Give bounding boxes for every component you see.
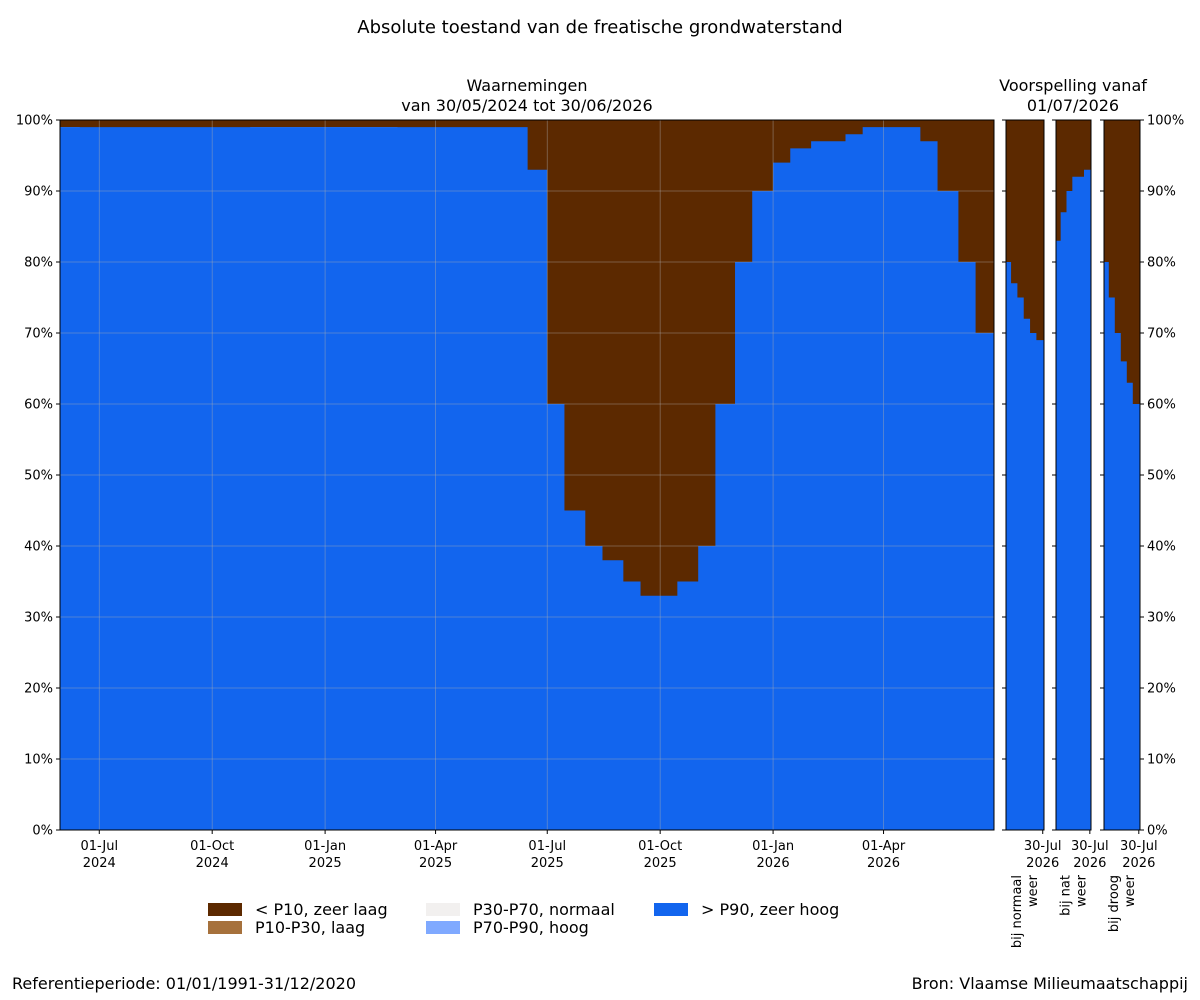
y-tick-label: 20% — [24, 682, 53, 697]
forecast-0-band-gt-p90-area — [1006, 262, 1044, 830]
x-tick-year-label: 2025 — [419, 856, 452, 871]
legend-label: P10-P30, laag — [255, 918, 366, 937]
footer-reference-period: Referentieperiode: 01/01/1991-31/12/2020 — [12, 974, 356, 993]
forecast-title-line2: 01/07/2026 — [1026, 96, 1120, 115]
legend-label: P30-P70, normaal — [473, 900, 615, 919]
forecast-2-band-gt-p90-area — [1104, 262, 1140, 830]
forecast-x-tick-year-label: 2026 — [1122, 856, 1155, 871]
legend-item: P70-P90, hoog — [426, 918, 589, 937]
right-y-tick-label: 10% — [1147, 753, 1176, 768]
legend-item: < P10, zeer laag — [208, 900, 388, 919]
x-tick-label: 01-Apr — [862, 839, 906, 854]
forecast-scenario-name: bij normaal — [1010, 875, 1025, 948]
right-y-tick-label: 30% — [1147, 611, 1176, 626]
right-y-tick-label: 50% — [1147, 469, 1176, 484]
legend-item: P10-P30, laag — [208, 918, 365, 937]
footer-source: Bron: Vlaamse Milieumaatschappij — [911, 974, 1188, 993]
legend-swatch — [426, 921, 460, 934]
y-tick-label: 100% — [16, 114, 53, 129]
forecast-x-tick-label: 30-Jul — [1120, 839, 1158, 854]
x-tick-label: 01-Oct — [190, 839, 234, 854]
y-tick-label: 50% — [24, 469, 53, 484]
right-y-tick-label: 80% — [1147, 256, 1176, 271]
x-tick-label: 01-Oct — [638, 839, 682, 854]
y-tick-label: 70% — [24, 327, 53, 342]
y-tick-label: 40% — [24, 540, 53, 555]
main-band-gt-p90-area — [60, 127, 994, 831]
right-y-tick-label: 100% — [1147, 114, 1184, 129]
right-y-tick-label: 60% — [1147, 398, 1176, 413]
legend-swatch — [426, 903, 460, 916]
legend-swatch — [208, 903, 242, 916]
y-tick-label: 30% — [24, 611, 53, 626]
legend-item: P30-P70, normaal — [426, 900, 615, 919]
chart-title: Absolute toestand van de freatische gron… — [357, 17, 843, 38]
forecast-1-band-gt-p90-area — [1056, 162, 1091, 831]
forecast-panel-title: Voorspelling vanaf 01/07/2026 — [973, 76, 1173, 116]
forecast-scenario-name-line2: weer — [1026, 874, 1041, 907]
main-panel-title-line2: van 30/05/2024 tot 30/06/2026 — [401, 96, 653, 115]
forecast-scenario-name-line2: weer — [1075, 874, 1090, 907]
forecast-scenario-name-line2: weer — [1123, 874, 1138, 907]
forecast-scenario-name: bij nat — [1059, 875, 1074, 916]
x-tick-label: 01-Jul — [80, 839, 118, 854]
y-tick-label: 60% — [24, 398, 53, 413]
legend-label: > P90, zeer hoog — [701, 900, 840, 919]
x-tick-year-label: 2024 — [83, 856, 116, 871]
forecast-scenario-name: bij droog — [1107, 875, 1122, 932]
legend-item: > P90, zeer hoog — [654, 900, 839, 919]
x-tick-label: 01-Apr — [414, 839, 458, 854]
x-tick-label: 01-Jan — [752, 839, 794, 854]
legend-swatch — [208, 921, 242, 934]
right-y-tick-label: 70% — [1147, 327, 1176, 342]
right-y-tick-label: 20% — [1147, 682, 1176, 697]
x-tick-label: 01-Jan — [304, 839, 346, 854]
x-tick-year-label: 2026 — [757, 856, 790, 871]
right-y-tick-label: 0% — [1147, 824, 1168, 839]
right-y-tick-label: 90% — [1147, 185, 1176, 200]
forecast-title-line1: Voorspelling vanaf — [999, 76, 1147, 95]
x-tick-year-label: 2025 — [644, 856, 677, 871]
legend-label: P70-P90, hoog — [473, 918, 589, 937]
x-tick-year-label: 2026 — [867, 856, 900, 871]
y-tick-label: 80% — [24, 256, 53, 271]
main-panel-title: Waarnemingen van 30/05/2024 tot 30/06/20… — [327, 76, 727, 116]
legend-swatch — [654, 903, 688, 916]
x-tick-year-label: 2025 — [531, 856, 564, 871]
forecast-x-tick-label: 30-Jul — [1071, 839, 1109, 854]
y-tick-label: 90% — [24, 185, 53, 200]
chart-svg: 0% 10% 20% 30% 40% 50% 60% 70% 80% 90% 100% 01-Jul 2… — [16, 114, 1184, 949]
x-tick-year-label: 2025 — [309, 856, 342, 871]
forecast-x-tick-year-label: 2026 — [1026, 856, 1059, 871]
x-tick-year-label: 2024 — [196, 856, 229, 871]
forecast-x-tick-label: 30-Jul — [1024, 839, 1062, 854]
y-tick-label: 0% — [32, 824, 53, 839]
forecast-x-tick-year-label: 2026 — [1073, 856, 1106, 871]
y-tick-label: 10% — [24, 753, 53, 768]
main-panel-title-line1: Waarnemingen — [466, 76, 588, 95]
right-y-tick-label: 40% — [1147, 540, 1176, 555]
x-tick-label: 01-Jul — [528, 839, 566, 854]
legend-label: < P10, zeer laag — [255, 900, 388, 919]
